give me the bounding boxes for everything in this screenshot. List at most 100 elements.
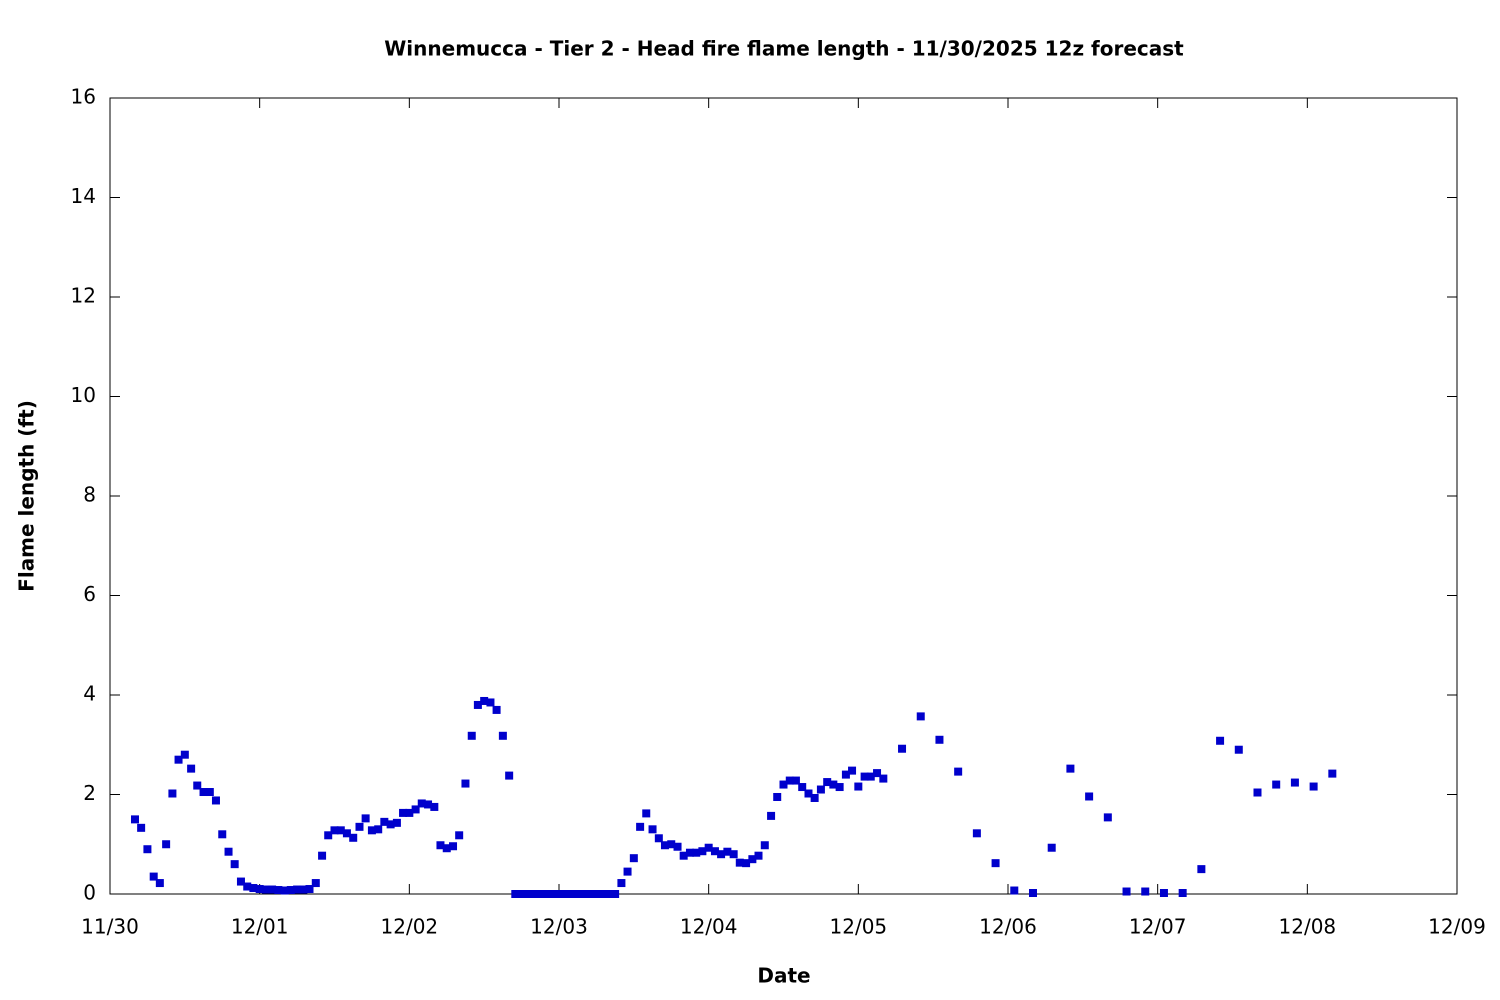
data-point [586, 890, 595, 898]
data-point [579, 890, 588, 898]
data-point [424, 800, 433, 809]
y-axis-label: Flame length (ft) [15, 400, 39, 592]
data-point [130, 815, 139, 824]
data-point [773, 792, 782, 801]
data-point [873, 769, 882, 778]
data-point [860, 772, 869, 781]
data-point [1234, 745, 1243, 754]
data-point [187, 764, 196, 773]
data-point [349, 833, 358, 842]
data-point [1047, 843, 1056, 852]
x-tick-label: 12/05 [830, 915, 888, 939]
data-point [442, 844, 451, 853]
data-point [685, 848, 694, 857]
data-point [642, 809, 651, 818]
data-point [804, 789, 813, 798]
data-point [492, 705, 501, 714]
x-tick-label: 11/30 [81, 915, 139, 939]
data-point [623, 867, 632, 876]
data-point [723, 847, 732, 856]
data-point [530, 890, 539, 898]
data-point [555, 890, 563, 898]
y-tick-label: 0 [83, 881, 96, 905]
y-tick-label: 12 [71, 284, 96, 308]
data-point [517, 890, 526, 898]
data-point [1197, 865, 1206, 874]
data-point [224, 847, 233, 856]
data-point [536, 890, 545, 898]
data-point [972, 829, 981, 838]
data-point [386, 820, 395, 829]
data-point [710, 847, 719, 856]
data-point [810, 793, 819, 802]
data-point [374, 825, 383, 834]
data-point [636, 822, 645, 831]
data-point [567, 890, 576, 898]
data-point [754, 851, 763, 860]
data-point [405, 808, 414, 817]
data-point [954, 767, 963, 776]
data-point [261, 885, 270, 894]
data-point [735, 858, 744, 867]
data-point [180, 750, 189, 759]
data-point [748, 855, 757, 864]
y-tick-label: 14 [71, 184, 96, 208]
data-point [324, 831, 333, 840]
data-point [299, 885, 308, 894]
data-point [542, 890, 551, 898]
data-point [436, 841, 445, 850]
data-point [692, 848, 701, 857]
y-tick-label: 10 [71, 383, 96, 407]
data-point [1253, 788, 1262, 797]
data-point [149, 872, 158, 881]
data-point [211, 796, 220, 805]
data-point [168, 789, 177, 798]
data-point [249, 884, 258, 893]
x-axis-label: Date [757, 964, 810, 988]
data-point [342, 829, 351, 838]
data-point [760, 841, 769, 850]
data-point [1272, 780, 1281, 789]
data-point [274, 886, 283, 895]
data-point [498, 731, 507, 740]
data-point [523, 890, 532, 898]
data-point [1328, 769, 1337, 778]
data-point [1159, 889, 1168, 898]
data-point [1178, 889, 1187, 898]
data-point [1028, 889, 1037, 898]
data-point [155, 879, 164, 888]
data-point [791, 776, 800, 785]
data-point [286, 886, 295, 895]
data-point [143, 845, 152, 854]
data-point [218, 830, 227, 839]
data-point [330, 826, 339, 835]
data-point [505, 771, 514, 780]
data-point [648, 825, 657, 834]
data-point [767, 811, 776, 820]
data-point [336, 826, 345, 835]
x-tick-label: 12/09 [1428, 915, 1486, 939]
data-point [816, 785, 825, 794]
data-point [230, 860, 239, 869]
data-point [280, 886, 289, 895]
data-point [779, 780, 788, 789]
data-point [243, 882, 252, 891]
data-point [854, 782, 863, 791]
data-point [679, 851, 688, 860]
data-point [255, 885, 264, 894]
data-point [1010, 886, 1019, 895]
data-point [311, 879, 320, 888]
data-point [592, 890, 601, 898]
data-point [455, 831, 464, 840]
data-point [1216, 736, 1225, 745]
data-point [392, 818, 401, 827]
data-point [654, 834, 663, 843]
data-point [866, 772, 875, 781]
data-point [193, 781, 202, 790]
data-point [268, 885, 277, 894]
data-point [305, 885, 314, 894]
data-point [461, 779, 470, 788]
y-tick-label: 6 [83, 582, 96, 606]
